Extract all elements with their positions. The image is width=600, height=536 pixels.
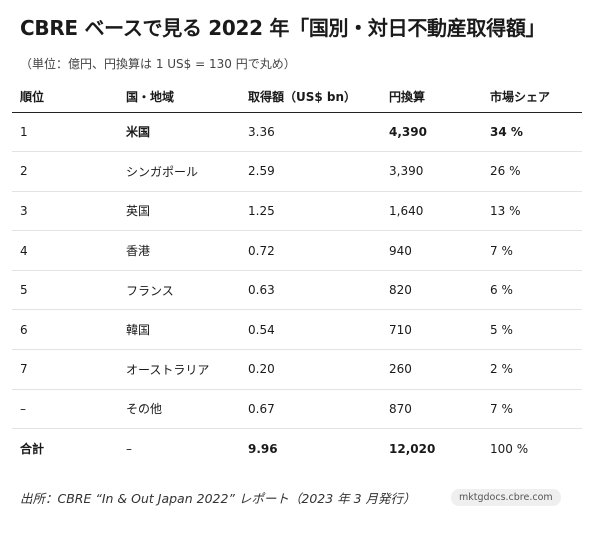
share-cell: 34 % <box>482 112 582 153</box>
total-usd: 9.96 <box>248 441 278 456</box>
usd-cell: 0.67 <box>240 389 381 430</box>
page-title: CBRE ベースで見る 2022 年「国別・対日不動産取得額」 <box>20 16 546 40</box>
share-cell: 26 % <box>482 151 582 192</box>
jpy-cell: 940 <box>381 230 482 271</box>
rank-cell: 3 <box>12 191 118 232</box>
jpy-cell: 260 <box>381 349 482 390</box>
rank-cell: 1 <box>12 112 118 153</box>
table-header-row: 順位 国・地域 取得額（US$ bn） 円換算 市場シェア <box>12 81 582 113</box>
total-country: – <box>126 441 132 456</box>
table-row: 7 オーストラリア 0.20 260 2 % <box>12 349 582 390</box>
header-amount-jpy: 円換算 <box>381 81 482 113</box>
total-row: 合計 – 9.96 12,020 100 % <box>12 429 582 469</box>
country-cell: その他 <box>118 389 240 430</box>
jpy-cell: 710 <box>381 309 482 351</box>
jpy-cell: 4,390 <box>381 112 482 153</box>
header-rank: 順位 <box>12 81 118 113</box>
share-cell: 6 % <box>482 270 582 311</box>
total-label: 合計 <box>20 442 45 457</box>
share-cell: 5 % <box>482 309 582 351</box>
usd-cell: 0.20 <box>240 349 381 390</box>
country-cell: シンガポール <box>118 151 240 192</box>
table-row: 3 英国 1.25 1,640 13 % <box>12 191 582 232</box>
jpy-cell: 1,640 <box>381 191 482 232</box>
table-row: 2 シンガポール 2.59 3,390 26 % <box>12 151 582 192</box>
header-country: 国・地域 <box>118 81 240 113</box>
country-cell: 英国 <box>118 191 240 232</box>
jpy-cell: 3,390 <box>381 151 482 192</box>
acquisition-table: 順位 国・地域 取得額（US$ bn） 円換算 市場シェア 1 米国 3.36 … <box>12 81 582 468</box>
usd-cell: 0.72 <box>240 230 381 271</box>
header-amount-usd: 取得額（US$ bn） <box>240 81 381 113</box>
table-row: 6 韓国 0.54 710 5 % <box>12 309 582 351</box>
total-jpy: 12,020 <box>389 441 436 456</box>
source-note: 出所：CBRE “In & Out Japan 2022” レポート（2023 … <box>20 491 416 506</box>
rank-cell: 5 <box>12 270 118 311</box>
country-cell: オーストラリア <box>118 349 240 390</box>
usd-cell: 1.25 <box>240 191 381 232</box>
table-row: 1 米国 3.36 4,390 34 % <box>12 112 582 153</box>
usd-cell: 0.54 <box>240 309 381 351</box>
jpy-cell: 820 <box>381 270 482 311</box>
share-cell: 2 % <box>482 349 582 390</box>
rank-cell: – <box>12 389 118 430</box>
rank-cell: 4 <box>12 230 118 271</box>
rank-cell: 7 <box>12 349 118 390</box>
total-share: 100 % <box>490 441 529 456</box>
country-cell: 米国 <box>118 112 240 153</box>
share-cell: 7 % <box>482 230 582 271</box>
jpy-cell: 870 <box>381 389 482 430</box>
source-link-badge[interactable]: mktgdocs.cbre.com <box>451 489 561 506</box>
rank-cell: 6 <box>12 309 118 351</box>
header-market-share: 市場シェア <box>482 81 582 113</box>
country-cell: 韓国 <box>118 309 240 351</box>
share-cell: 7 % <box>482 389 582 430</box>
table-row: 4 香港 0.72 940 7 % <box>12 230 582 271</box>
usd-cell: 3.36 <box>240 112 381 153</box>
unit-note: （単位：億円、円換算は 1 US$ = 130 円で丸め） <box>20 57 296 71</box>
usd-cell: 0.63 <box>240 270 381 311</box>
country-cell: 香港 <box>118 230 240 271</box>
table-row: 5 フランス 0.63 820 6 % <box>12 270 582 311</box>
usd-cell: 2.59 <box>240 151 381 192</box>
country-cell: フランス <box>118 270 240 311</box>
share-cell: 13 % <box>482 191 582 232</box>
rank-cell: 2 <box>12 151 118 192</box>
table-row: – その他 0.67 870 7 % <box>12 389 582 430</box>
